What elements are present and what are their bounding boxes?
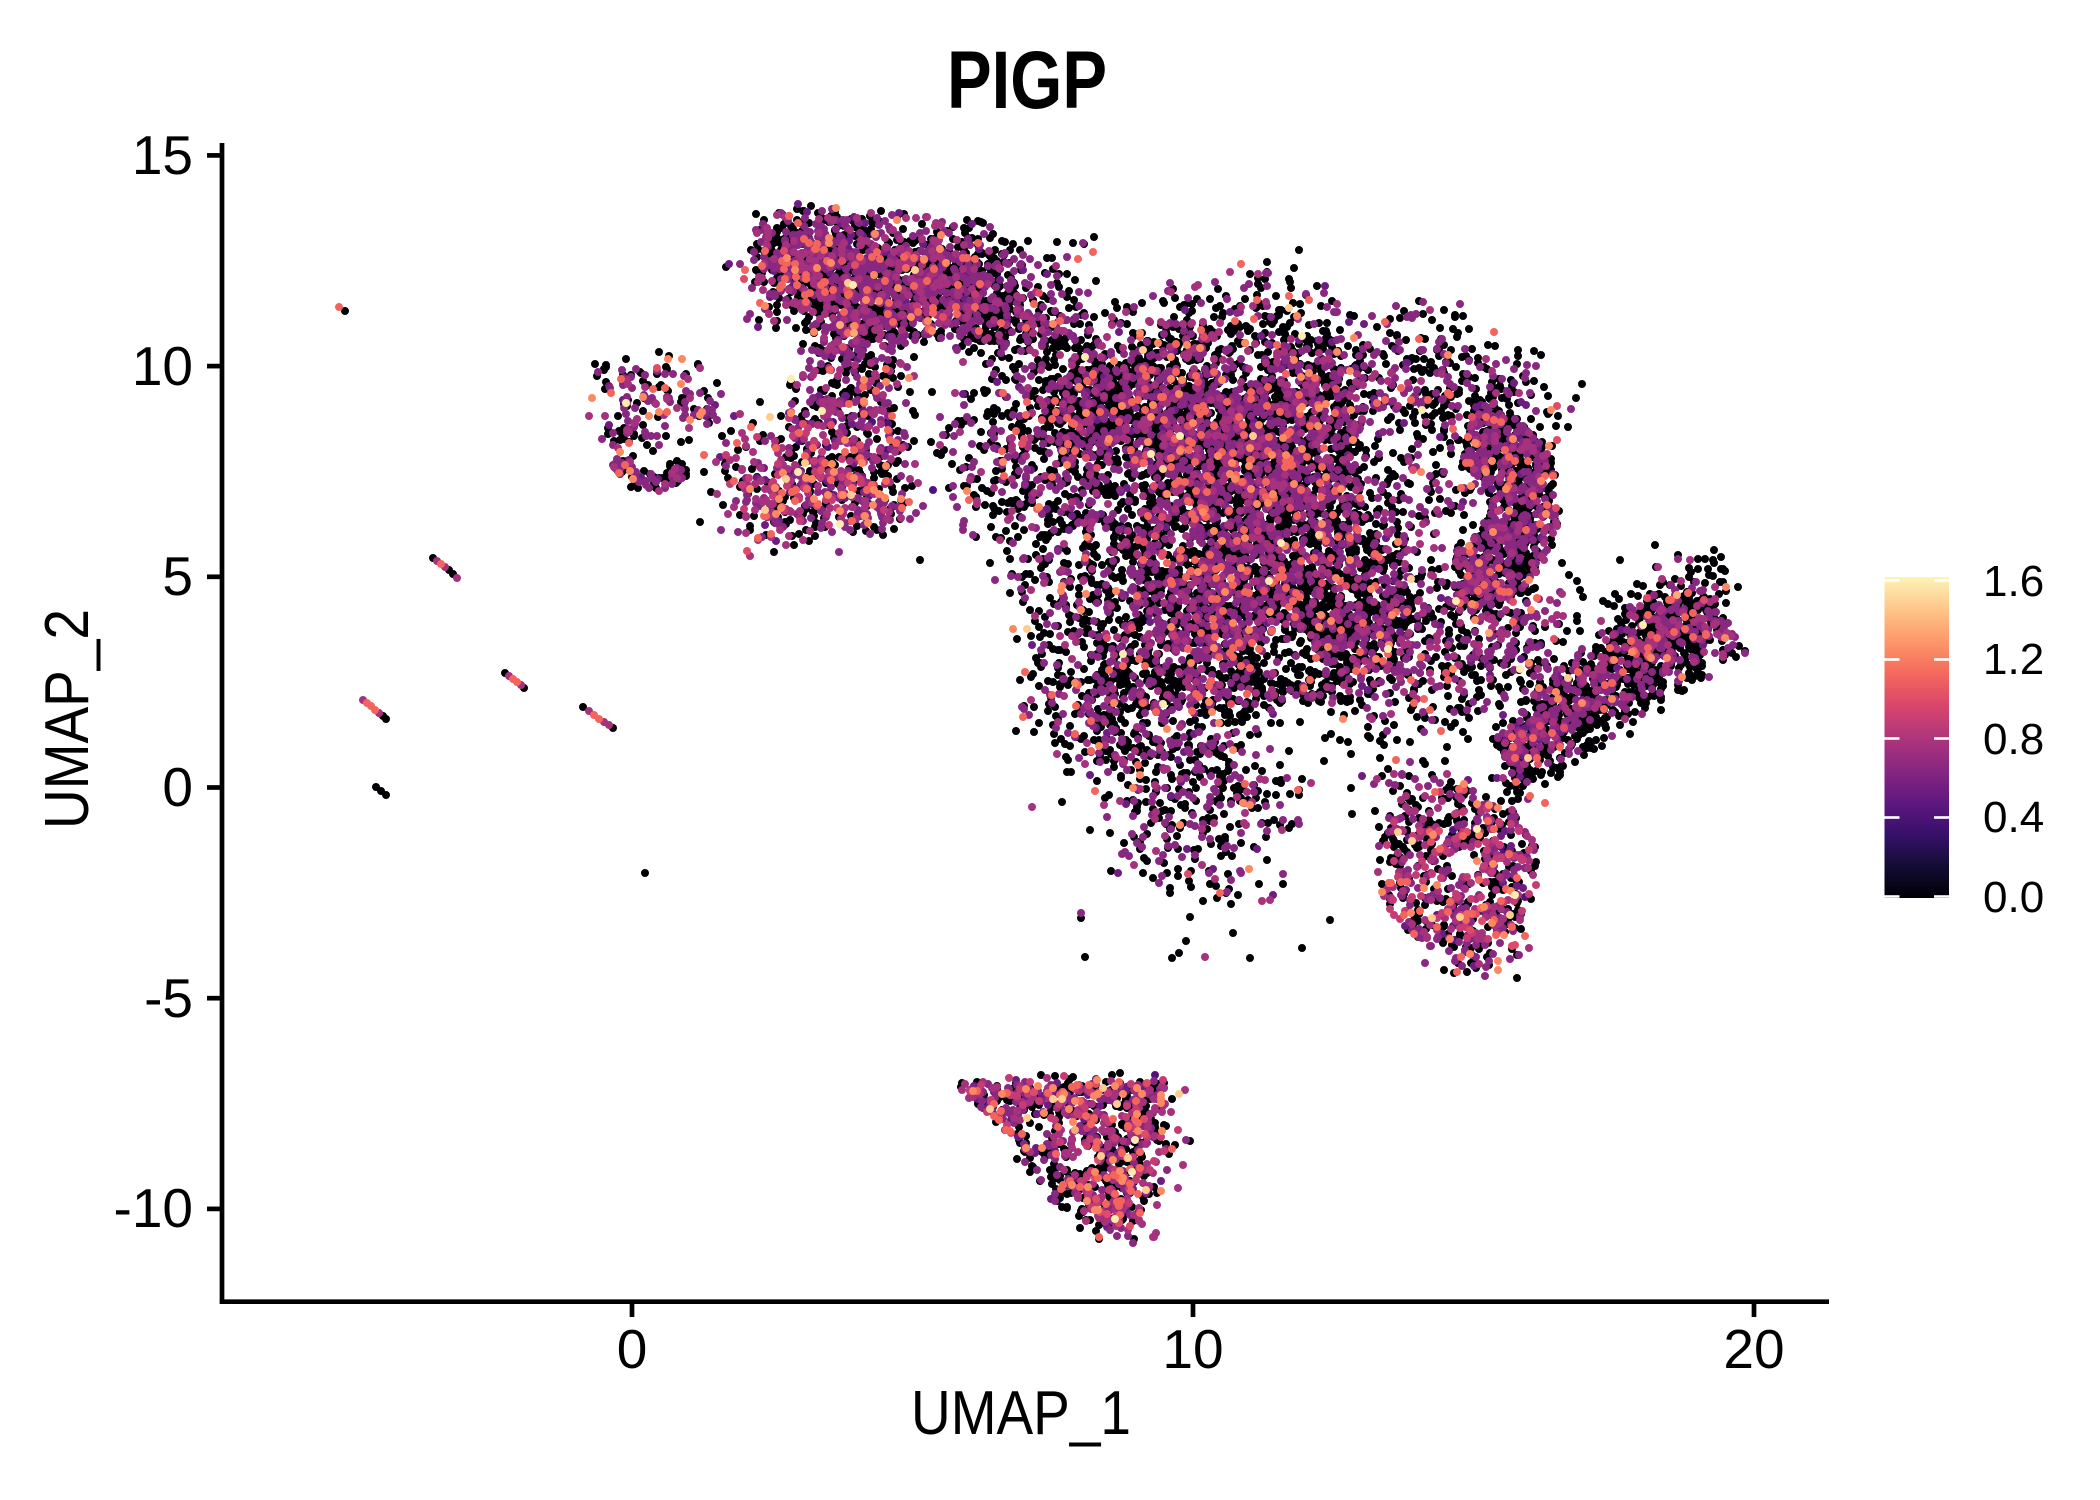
svg-text:0: 0 xyxy=(162,756,193,818)
svg-text:1.6: 1.6 xyxy=(1983,557,2044,606)
svg-text:UMAP_2: UMAP_2 xyxy=(33,609,102,829)
svg-text:PIGP: PIGP xyxy=(947,35,1107,126)
svg-text:0: 0 xyxy=(617,1318,648,1380)
svg-text:1.2: 1.2 xyxy=(1983,635,2044,684)
svg-text:-10: -10 xyxy=(114,1177,194,1239)
svg-text:0.8: 0.8 xyxy=(1983,715,2044,764)
svg-text:5: 5 xyxy=(162,545,193,607)
svg-text:0.0: 0.0 xyxy=(1983,873,2044,922)
svg-text:15: 15 xyxy=(132,124,193,186)
svg-text:UMAP_1: UMAP_1 xyxy=(911,1379,1131,1448)
svg-text:10: 10 xyxy=(1162,1318,1223,1380)
svg-text:10: 10 xyxy=(132,335,193,397)
svg-text:0.4: 0.4 xyxy=(1983,793,2044,842)
svg-text:-5: -5 xyxy=(144,967,193,1029)
svg-text:20: 20 xyxy=(1723,1318,1784,1380)
